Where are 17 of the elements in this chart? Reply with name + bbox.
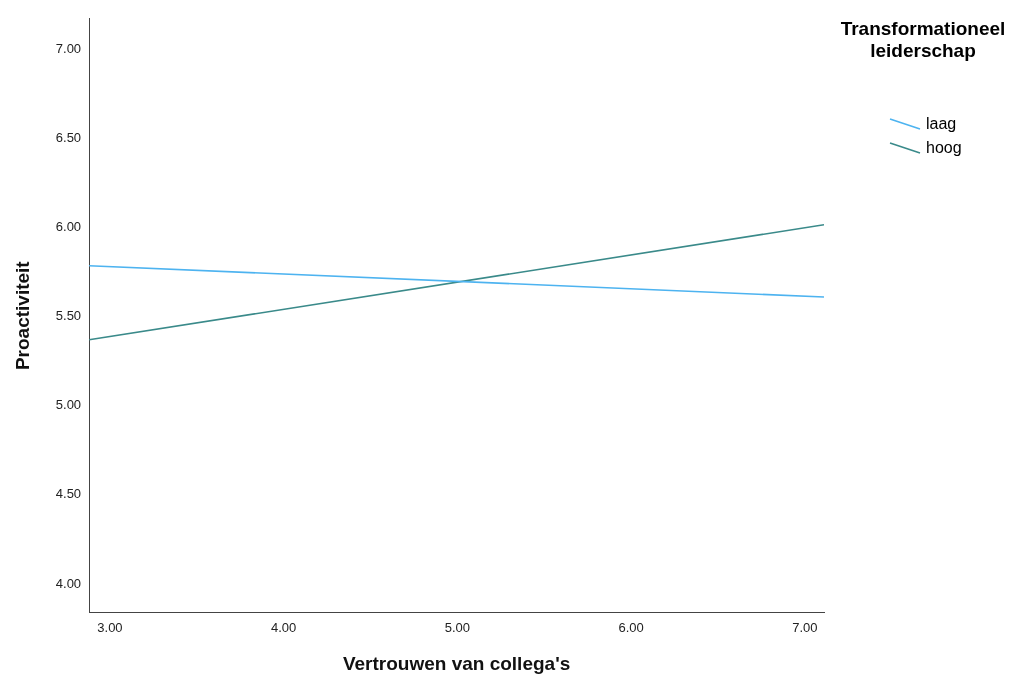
y-tick-label: 6.00 <box>55 219 82 235</box>
y-axis-title: Proactiviteit <box>11 260 33 371</box>
x-tick-label: 3.00 <box>97 619 123 635</box>
x-tick-label: 6.00 <box>618 619 644 635</box>
x-axis-title: Vertrouwen van collega's <box>342 652 571 674</box>
legend-title: Transformationeel leiderschap <box>839 18 1007 62</box>
y-tick-label: 5.50 <box>55 308 82 324</box>
legend-label: hoog <box>926 139 962 157</box>
x-tick-label: 7.00 <box>792 619 818 635</box>
y-tick-label: 4.50 <box>55 486 82 502</box>
y-tick-label: 6.50 <box>55 129 82 145</box>
x-tick-label: 4.00 <box>271 619 297 635</box>
y-tick-label: 5.00 <box>55 397 82 413</box>
y-tick-label: 7.00 <box>55 40 82 56</box>
y-tick-label: 4.00 <box>55 575 82 591</box>
x-tick-label: 5.00 <box>444 619 471 635</box>
legend-label: laag <box>926 115 957 133</box>
